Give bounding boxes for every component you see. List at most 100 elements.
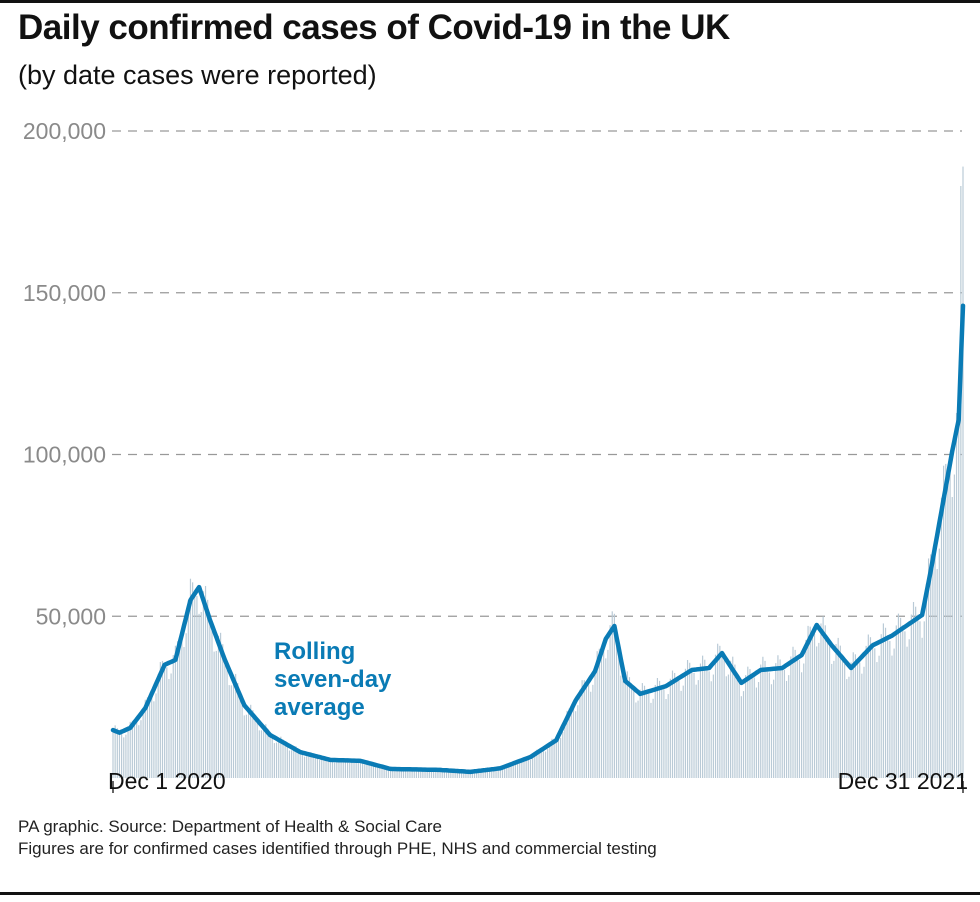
top-rule — [0, 0, 980, 3]
daily-bar — [544, 751, 547, 778]
daily-bar — [921, 637, 923, 778]
y-tick-label: 150,000 — [23, 280, 106, 306]
daily-bar — [577, 705, 579, 778]
daily-bar — [714, 654, 717, 778]
daily-bar — [775, 663, 777, 778]
daily-bar — [413, 768, 415, 778]
daily-bar — [529, 759, 532, 778]
daily-bar — [626, 671, 628, 778]
daily-bar — [400, 768, 402, 778]
daily-bar — [691, 667, 693, 778]
daily-bar — [159, 661, 161, 778]
daily-bar — [220, 632, 222, 778]
daily-bar — [953, 474, 955, 778]
daily-bar — [366, 764, 368, 778]
daily-bar — [441, 770, 443, 778]
daily-bar — [566, 710, 568, 778]
daily-bar — [291, 750, 293, 778]
daily-bar — [263, 725, 265, 778]
daily-bar — [245, 714, 248, 778]
daily-bar — [938, 548, 940, 778]
daily-bar — [592, 684, 594, 778]
daily-bar — [166, 667, 168, 778]
daily-bar — [237, 683, 239, 778]
daily-bar — [631, 684, 633, 778]
daily-bar — [661, 685, 663, 778]
daily-bar — [308, 753, 310, 778]
x-axis — [112, 781, 964, 793]
daily-bar — [131, 720, 133, 778]
daily-bar — [192, 582, 194, 778]
daily-bar — [269, 734, 271, 778]
daily-bar — [811, 630, 813, 778]
daily-bar — [473, 771, 476, 778]
daily-bar — [127, 726, 129, 778]
daily-bar — [910, 614, 912, 778]
daily-bar — [585, 682, 588, 778]
daily-bar — [280, 736, 282, 778]
daily-bar — [448, 769, 450, 778]
daily-bar — [831, 663, 833, 778]
daily-bar — [697, 680, 699, 778]
daily-bar — [527, 758, 529, 778]
daily-bar — [114, 725, 116, 778]
daily-bar — [415, 768, 418, 778]
daily-bar — [172, 655, 174, 778]
daily-bar — [379, 767, 381, 778]
daily-bar — [278, 737, 280, 778]
daily-bar — [260, 730, 263, 778]
daily-bar — [839, 645, 841, 778]
daily-bar — [402, 768, 405, 778]
daily-bar — [232, 675, 235, 778]
daily-bar — [323, 757, 325, 778]
daily-bar — [312, 753, 314, 778]
daily-bar — [508, 764, 510, 778]
daily-bar — [164, 662, 166, 778]
daily-bar — [310, 752, 312, 778]
daily-bar — [254, 716, 256, 778]
daily-bar — [833, 660, 835, 778]
daily-bar — [516, 763, 519, 778]
daily-bar — [689, 662, 691, 778]
daily-bar — [730, 660, 732, 778]
daily-bar — [189, 578, 192, 778]
daily-bar — [241, 702, 243, 778]
daily-bar — [583, 680, 585, 778]
daily-bar — [353, 759, 355, 778]
daily-bar — [394, 770, 396, 778]
daily-bar — [745, 675, 747, 778]
daily-bar — [519, 760, 521, 778]
daily-bar — [699, 663, 702, 778]
daily-bar — [346, 760, 349, 778]
daily-bar — [719, 645, 721, 778]
daily-bar — [469, 772, 471, 778]
daily-bar — [428, 769, 430, 778]
daily-bar — [639, 689, 641, 778]
daily-bar — [299, 751, 301, 778]
daily-bar — [798, 660, 801, 778]
daily-bar — [538, 749, 540, 778]
daily-bar — [764, 660, 766, 778]
daily-bar — [316, 757, 319, 778]
daily-bar — [878, 655, 880, 778]
daily-bar — [641, 683, 643, 778]
daily-bar — [820, 623, 822, 778]
daily-bar — [848, 676, 850, 778]
daily-bar — [267, 728, 269, 778]
daily-bar — [663, 689, 665, 778]
daily-bar — [760, 664, 762, 778]
daily-bar — [144, 699, 146, 778]
daily-bar — [422, 769, 424, 778]
daily-bar — [794, 649, 796, 778]
daily-bar — [684, 668, 686, 778]
daily-bar — [258, 730, 260, 778]
daily-bar — [781, 665, 783, 778]
daily-bar — [112, 727, 114, 778]
daily-bar — [417, 768, 420, 778]
daily-bar — [215, 650, 217, 778]
daily-bar — [443, 769, 445, 778]
source-note: PA graphic. Source: Department of Health… — [18, 817, 442, 836]
daily-bar — [297, 748, 299, 778]
daily-bar — [859, 662, 861, 778]
daily-bar — [174, 645, 176, 778]
